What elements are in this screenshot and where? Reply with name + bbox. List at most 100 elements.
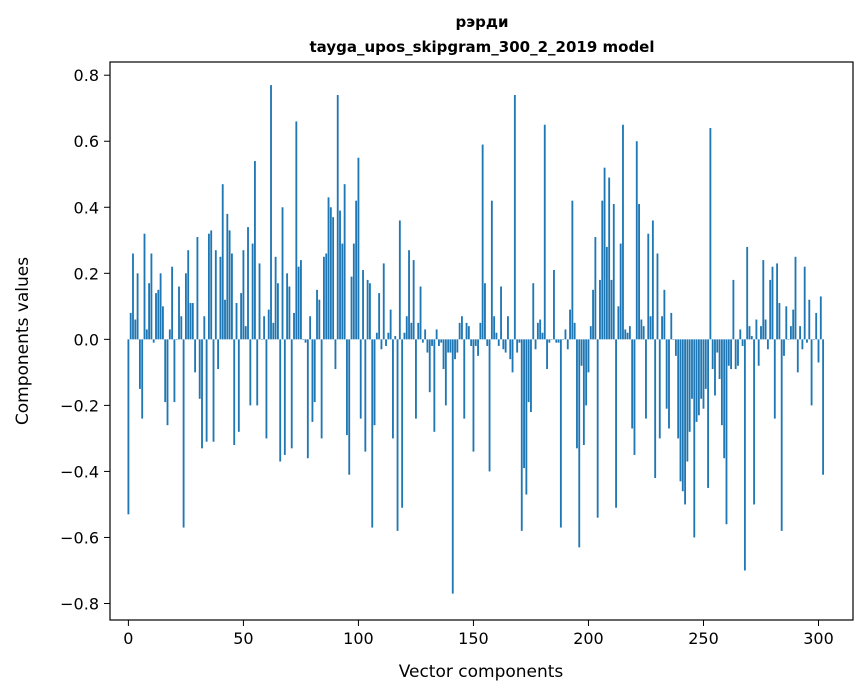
- bar: [773, 339, 776, 419]
- bar: [265, 339, 268, 439]
- bar: [481, 144, 484, 340]
- bar: [679, 339, 682, 482]
- bar: [626, 332, 629, 340]
- bar: [355, 200, 358, 340]
- bar: [490, 200, 493, 340]
- y-tick-label: 0.4: [74, 198, 99, 217]
- bar: [467, 326, 470, 340]
- bar: [352, 243, 355, 340]
- bar: [323, 256, 325, 340]
- bar: [424, 329, 427, 340]
- bar: [617, 306, 620, 340]
- bar: [309, 316, 312, 340]
- x-tick-label: 300: [803, 629, 834, 648]
- chart-title: рэрди: [456, 13, 509, 31]
- bar: [737, 339, 739, 366]
- bar: [401, 339, 404, 508]
- x-tick-label: 100: [343, 629, 374, 648]
- bar: [203, 316, 206, 340]
- bar: [704, 339, 707, 389]
- bar: [313, 339, 316, 403]
- bar: [339, 210, 341, 340]
- bar: [164, 339, 167, 403]
- bar: [633, 339, 636, 455]
- bar: [272, 322, 275, 340]
- bar: [654, 339, 657, 479]
- bar: [645, 339, 647, 419]
- x-axis-label: Vector components: [399, 662, 564, 682]
- bar: [592, 289, 594, 340]
- bar: [191, 303, 194, 340]
- bar: [716, 339, 719, 353]
- bar: [709, 128, 712, 340]
- bar: [210, 230, 213, 340]
- bar: [205, 339, 208, 442]
- bar: [371, 339, 374, 528]
- bar: [304, 339, 307, 343]
- bar: [161, 306, 164, 340]
- bar: [532, 283, 535, 340]
- bar: [417, 322, 420, 340]
- bar: [217, 339, 220, 370]
- bar: [201, 339, 203, 449]
- bar: [143, 233, 146, 340]
- bar: [525, 339, 528, 495]
- bar: [249, 339, 252, 406]
- bar: [596, 339, 599, 518]
- bar: [571, 200, 574, 340]
- bars-group: [127, 85, 825, 594]
- bar: [638, 203, 640, 340]
- bar: [138, 339, 141, 389]
- bar: [663, 289, 666, 340]
- bar: [785, 306, 788, 340]
- bar: [564, 329, 567, 340]
- bar: [433, 339, 436, 432]
- bar: [157, 289, 160, 340]
- bar: [343, 184, 346, 340]
- bar: [739, 329, 742, 340]
- bar: [283, 339, 286, 455]
- bar: [656, 253, 659, 340]
- bar: [546, 339, 548, 370]
- bar: [334, 339, 337, 370]
- bar: [741, 339, 744, 346]
- bar: [562, 339, 565, 340]
- bar: [806, 339, 808, 343]
- bar: [810, 339, 813, 406]
- bar: [412, 260, 415, 340]
- bar: [789, 326, 792, 340]
- bar: [534, 339, 537, 350]
- bar: [440, 339, 443, 343]
- bar: [224, 299, 226, 340]
- bar: [801, 339, 804, 350]
- bar: [327, 197, 330, 340]
- bar: [385, 339, 387, 346]
- bar: [302, 339, 305, 340]
- bar: [513, 95, 516, 340]
- bar: [318, 299, 321, 340]
- bar: [267, 309, 270, 340]
- bar: [435, 329, 438, 340]
- bar: [454, 339, 456, 360]
- bar: [240, 293, 243, 340]
- bar: [672, 339, 675, 340]
- bar: [631, 339, 634, 429]
- bar: [753, 339, 756, 505]
- bar: [293, 312, 295, 340]
- bar: [316, 289, 318, 340]
- y-tick-label: 0.8: [74, 66, 99, 85]
- bar: [707, 339, 709, 488]
- bar: [573, 322, 576, 340]
- bar: [497, 339, 500, 346]
- x-tick-label: 250: [688, 629, 719, 648]
- bar: [815, 312, 818, 340]
- bar: [550, 339, 553, 340]
- bar: [426, 339, 429, 353]
- bar: [507, 316, 509, 340]
- bar: [171, 266, 174, 340]
- bar: [168, 329, 171, 340]
- bar: [746, 246, 749, 340]
- bar: [720, 339, 723, 426]
- bar: [465, 322, 468, 340]
- bar: [178, 286, 180, 340]
